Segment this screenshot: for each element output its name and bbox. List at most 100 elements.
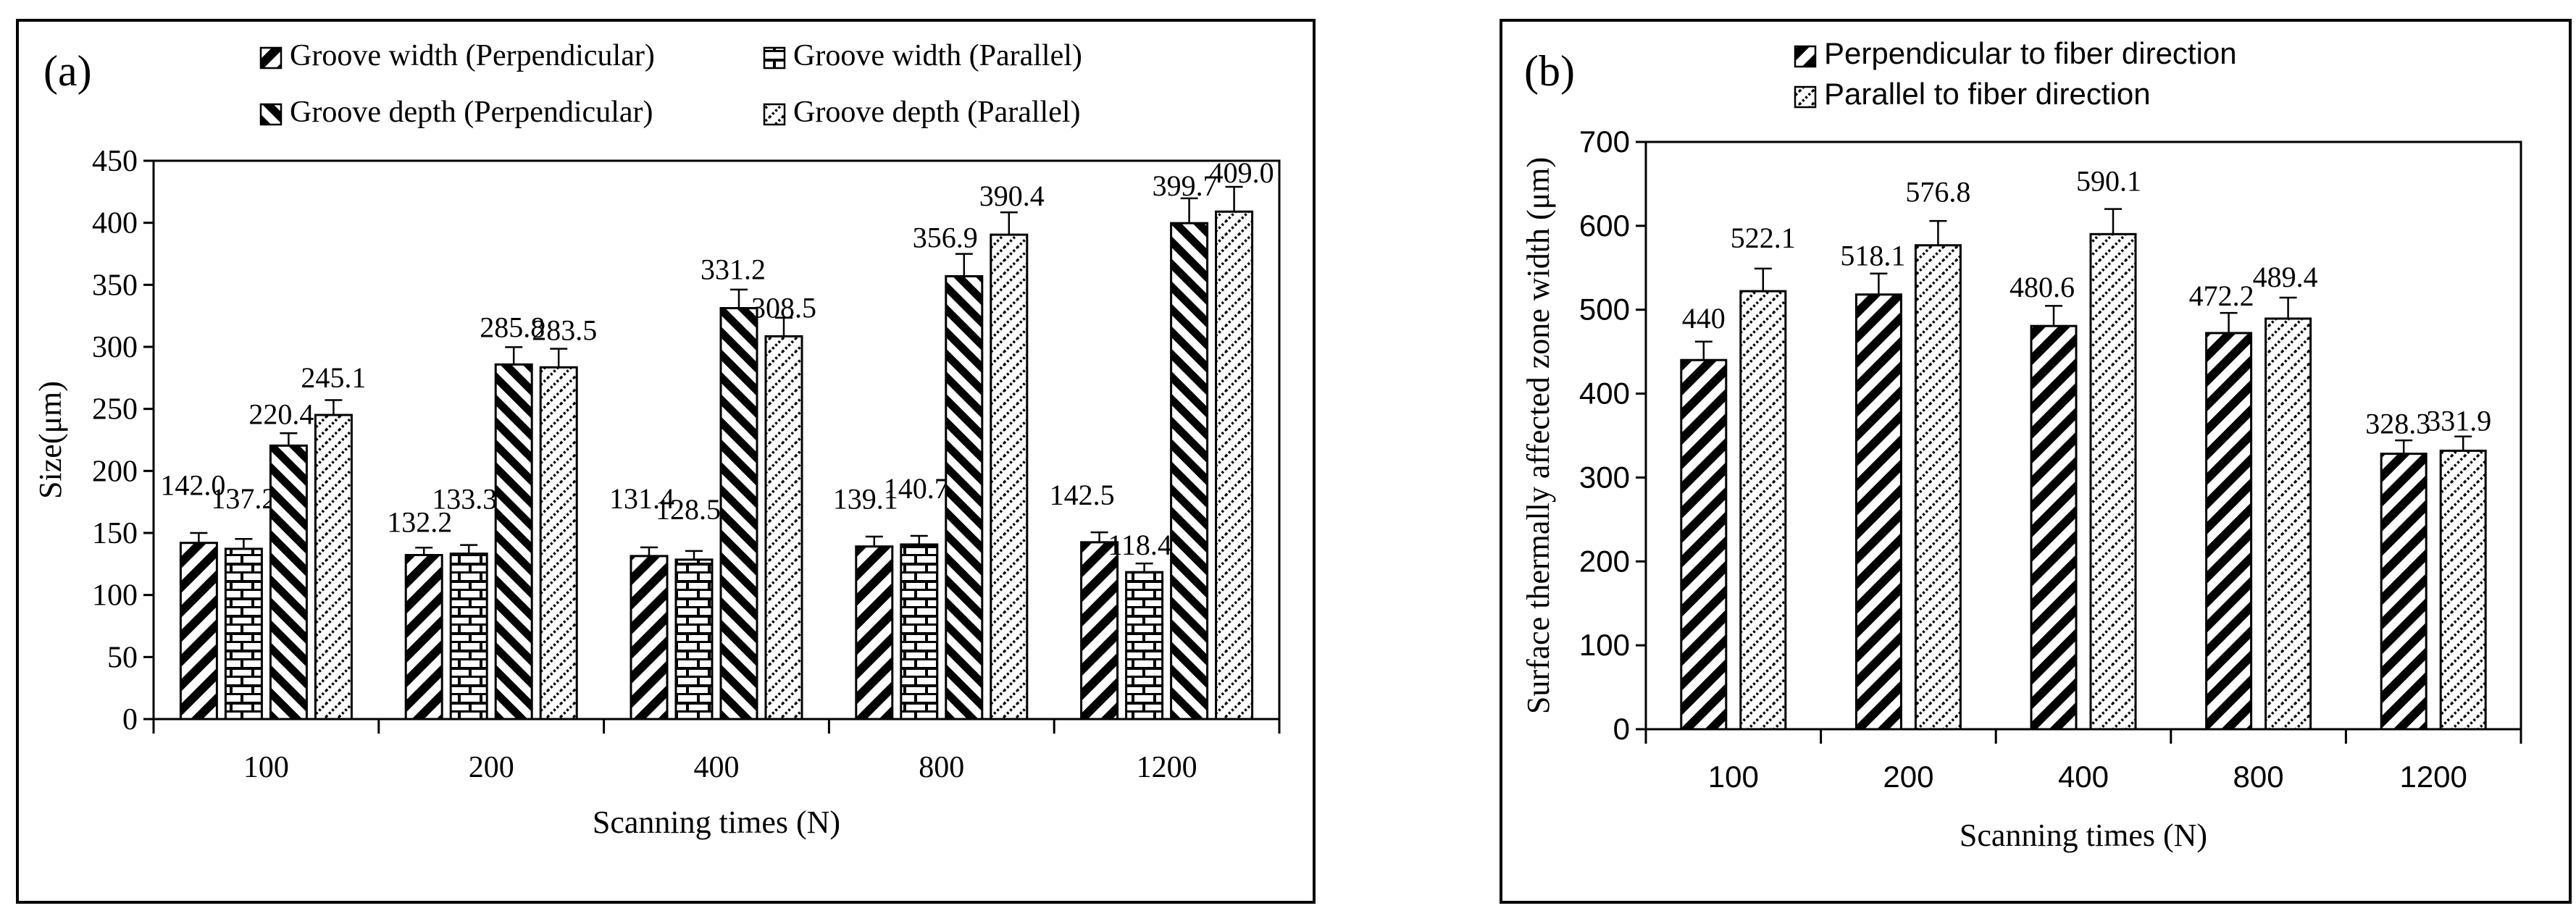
x-tick-label: 1200 [2399,760,2467,794]
panel-label: (b) [1524,47,1575,95]
legend-label: Parallel to fiber direction [1824,77,2151,111]
panel-a: (a) 0 50 100 150 200 250 300 350 400 450 100 200 400 8… [33,39,1281,840]
x-tick-label: 100 [1708,760,1759,794]
data-label: 142.0 [160,469,225,502]
y-tick-label: 150 [92,517,138,550]
y-tick-label: 200 [1579,544,1630,578]
bar [224,547,263,721]
x-axis-title: Scanning times (N) [1960,818,2207,853]
bar [1680,358,1728,731]
legend-swatch [763,103,786,126]
data-label: 489.4 [2253,261,2318,293]
data-label: 131.4 [609,482,674,515]
legend-label: Groove depth (Parallel) [793,96,1081,129]
bar [314,413,353,721]
data-label: 245.1 [301,361,366,394]
bar [449,553,488,721]
bar [404,553,443,721]
bar [764,335,803,721]
bar [269,444,308,721]
x-tick-label: 200 [1883,760,1933,794]
panel-b-frame [1500,19,2572,904]
bar [179,542,218,721]
x-tick-label: 800 [919,751,964,784]
panel-label: (a) [43,47,92,95]
bar [539,366,578,721]
y-tick-label: 350 [92,269,138,302]
data-label: 140.7 [884,472,949,505]
data-label: 590.1 [2076,164,2141,197]
data-label: 480.6 [2010,271,2075,303]
y-tick-label: 300 [1579,460,1630,494]
legend-label: Groove depth (Perpendicular) [290,96,653,129]
data-label: 118.4 [1108,529,1172,561]
bar [900,543,939,721]
legend-swatch [1794,85,1817,109]
data-label: 128.5 [656,493,721,526]
bar [2265,317,2312,731]
bar [494,363,533,721]
x-tick-label: 100 [243,751,289,784]
y-tick-label: 0 [1613,712,1630,746]
data-label: 331.9 [2426,404,2491,437]
bar [1739,290,1787,731]
bar [719,307,758,721]
bar [2089,232,2137,731]
data-label: 576.8 [1905,176,1970,209]
y-axis-title: Size(μm) [33,381,68,499]
data-label: 390.4 [979,180,1045,212]
bar [674,558,714,721]
plot-area [1644,140,2522,731]
data-label: 440 [1682,302,1726,335]
y-tick-label: 200 [92,455,138,488]
x-tick-label: 200 [469,751,514,784]
legend-swatch [1794,45,1817,68]
data-label: 132.2 [387,505,452,538]
data-label: 142.5 [1050,479,1115,511]
data-label: 399.7 [1153,169,1218,202]
legend-swatch [259,103,283,126]
data-label: 518.1 [1840,240,1905,272]
x-tick-label: 1200 [1137,751,1197,784]
data-label: 285.8 [480,311,545,343]
y-axis-title: Surface thermally affected zone width (μ… [1521,157,1556,714]
legend-swatch [259,46,283,70]
data-label: 472.2 [2189,280,2254,312]
data-label: 331.2 [701,253,766,286]
data-label: 133.3 [432,483,497,516]
legend-swatch [763,46,786,70]
y-tick-label: 400 [92,207,138,240]
y-tick-label: 600 [1579,209,1630,243]
data-label: 328.3 [2365,408,2430,440]
bar [945,275,984,721]
bar [855,545,894,721]
panel-a-frame [16,19,1316,904]
plot-area [152,159,1281,721]
bar [1080,541,1119,721]
y-tick-label: 500 [1579,293,1630,327]
y-tick-label: 250 [92,393,138,427]
data-label: 139.1 [833,483,898,516]
bar [1854,293,1902,731]
data-label: 220.4 [248,398,314,430]
bar [1914,244,1962,731]
data-label: 409.0 [1209,156,1274,189]
legend-label: Groove width (Perpendicular) [290,39,655,72]
bar [1125,571,1164,721]
data-label: 522.1 [1731,222,1796,254]
x-tick-label: 400 [2058,760,2109,794]
bar [630,555,669,721]
panel-b: (b) 0 100 200 300 400 500 600 700 100 200 400 800 120… [1521,36,2522,853]
y-tick-label: 100 [92,579,138,613]
bar [990,233,1029,721]
y-tick-label: 300 [92,331,138,364]
x-tick-label: 400 [694,751,740,784]
bar [1170,222,1209,721]
y-tick-label: 50 [107,641,138,674]
bar [2205,332,2253,731]
legend-label: Perpendicular to fiber direction [1824,36,2237,70]
x-axis-title: Scanning times (N) [593,805,840,840]
bar [1215,210,1254,721]
bar [2030,324,2078,731]
